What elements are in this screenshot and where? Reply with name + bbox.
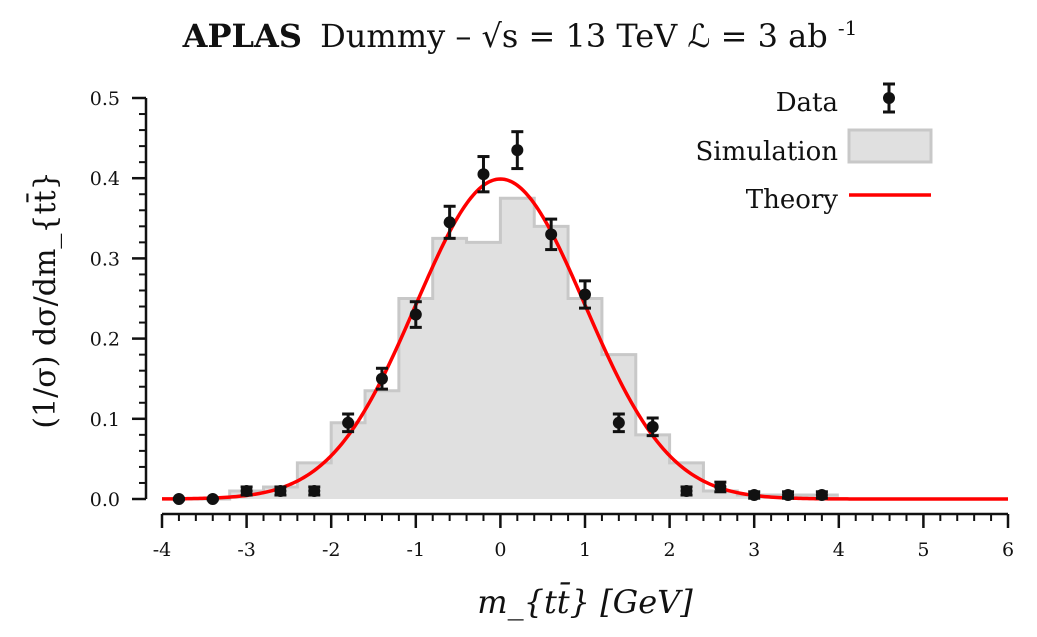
- chart-title-bold: APLAS: [182, 17, 302, 55]
- chart-title-rest: Dummy – √s = 13 TeV ℒ = 3 ab: [320, 17, 828, 55]
- x-tick-label: 3: [748, 539, 760, 561]
- y-tick-label: 0.2: [90, 329, 120, 351]
- x-axis-label: m_{tt̄} [GeV]: [477, 582, 693, 621]
- x-tick-label: -3: [237, 539, 256, 561]
- data-point: [714, 480, 727, 494]
- data-point: [240, 484, 253, 497]
- data-marker: [612, 416, 625, 429]
- y-axis-label: (1/σ) dσ/dm_{tt̄}: [25, 171, 63, 428]
- data-point: [782, 488, 795, 501]
- y-tick-label: 0.1: [90, 409, 120, 431]
- data-point: [511, 130, 524, 171]
- data-marker: [274, 484, 287, 497]
- data-point: [375, 366, 388, 391]
- data-marker: [342, 416, 355, 429]
- simulation-outline: [162, 196, 839, 501]
- data-marker: [782, 488, 795, 501]
- data-marker: [443, 216, 456, 229]
- data-point: [308, 484, 321, 497]
- legend: Data Simulation Theory: [695, 82, 933, 215]
- data-marker: [511, 144, 524, 157]
- data-marker: [477, 168, 490, 181]
- x-tick-label: 1: [579, 539, 591, 561]
- x-tick-label: -2: [322, 539, 341, 561]
- y-tick-label: 0.5: [90, 88, 120, 110]
- data-marker: [815, 488, 828, 501]
- data-point: [815, 488, 828, 501]
- simulation-histogram: [162, 196, 839, 501]
- data-point: [409, 300, 422, 329]
- data-marker: [172, 493, 185, 505]
- data-point: [342, 412, 355, 434]
- data-marker: [375, 372, 388, 385]
- legend-label-simulation: Simulation: [695, 137, 838, 167]
- chart-title: APLAS Dummy – √s = 13 TeV ℒ = 3 ab -1: [182, 16, 858, 55]
- y-tick-label: 0.4: [90, 168, 120, 190]
- data-marker: [579, 288, 591, 301]
- x-tick-label: 4: [833, 539, 845, 561]
- y-tick-label: 0.3: [90, 248, 120, 270]
- data-marker: [308, 484, 321, 497]
- data-points: [172, 130, 828, 505]
- x-tick-label: -4: [153, 539, 172, 561]
- data-point: [579, 279, 591, 310]
- legend-symbol-simulation: [847, 128, 933, 164]
- data-marker: [240, 484, 253, 497]
- data-marker: [714, 480, 727, 493]
- data-marker: [409, 308, 422, 321]
- y-tick-label: 0.0: [90, 489, 120, 511]
- data-point: [443, 204, 456, 240]
- data-point: [646, 416, 659, 438]
- x-tick-label: 5: [917, 539, 929, 561]
- data-point: [477, 155, 490, 194]
- data-point: [172, 493, 185, 505]
- data-point: [206, 493, 219, 505]
- legend-label-theory: Theory: [746, 185, 839, 215]
- data-point: [612, 412, 625, 434]
- data-marker: [646, 420, 659, 433]
- x-tick-label: 6: [1002, 539, 1014, 561]
- legend-label-data: Data: [776, 88, 838, 118]
- data-point: [274, 484, 287, 497]
- data-marker: [748, 488, 761, 501]
- data-marker: [680, 484, 693, 497]
- x-tick-label: -1: [407, 539, 426, 561]
- data-point: [680, 484, 693, 497]
- axes: 0.0 0.1 0.2 0.3 0.4 0.5 -4 -3 -2 -1 0 1 2 3 4 5 6: [90, 88, 1014, 561]
- x-tick-label: 2: [664, 539, 676, 561]
- legend-symbol-data: [883, 82, 895, 114]
- data-point: [748, 488, 761, 501]
- x-tick-label: 0: [494, 539, 506, 561]
- data-point: [545, 217, 558, 252]
- data-marker: [545, 228, 558, 241]
- chart-title-superscript: -1: [838, 16, 857, 40]
- data-marker: [206, 493, 219, 505]
- legend-marker: [883, 92, 895, 104]
